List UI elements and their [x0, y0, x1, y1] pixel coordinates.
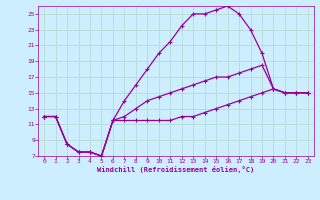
- X-axis label: Windchill (Refroidissement éolien,°C): Windchill (Refroidissement éolien,°C): [97, 166, 255, 173]
